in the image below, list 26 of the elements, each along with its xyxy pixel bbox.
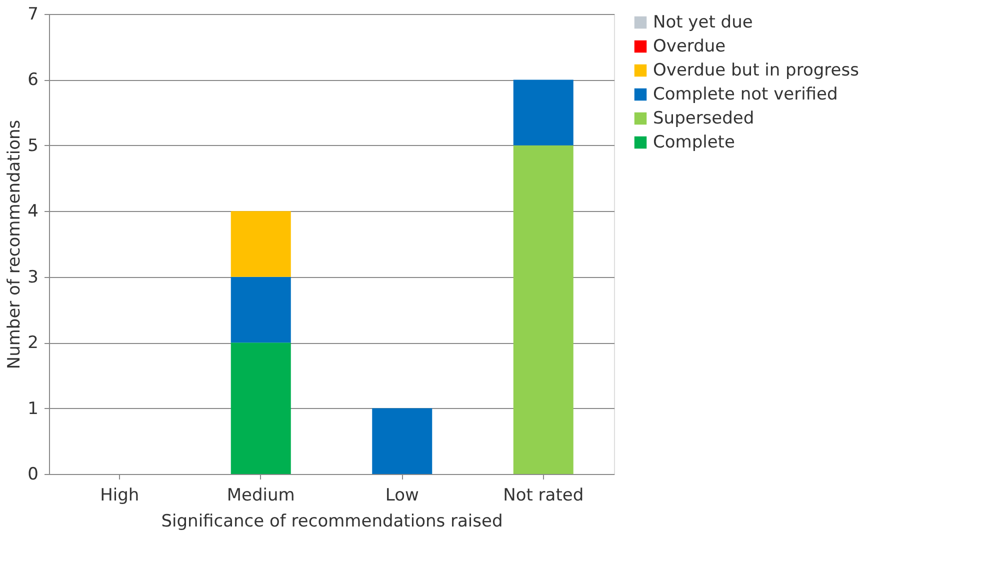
y-tick-label: 7 [28,4,38,24]
x-tick-label: Medium [226,486,295,506]
bar [230,276,291,343]
y-tick-label: 0 [28,464,38,484]
y-axis-title: Number of recommendations [4,120,25,370]
x-tick-label: Not rated [503,486,584,506]
bar [372,408,432,474]
y-tick-label: 3 [28,267,38,288]
x-tick-label: High [100,486,140,506]
legend-label: Complete [653,132,735,152]
y-tick-label: 1 [28,398,38,419]
x-tick-label: Low [385,486,419,506]
x-axis-title: Significance of recommendations raised [161,512,503,532]
bar [513,80,574,146]
bar [230,211,291,277]
bar [230,342,291,474]
legend-label: Complete not verified [653,84,838,104]
legend-label: Overdue but in progress [653,60,860,80]
y-tick-label: 2 [28,333,38,354]
y-tick-label: 6 [28,70,38,90]
legend-label: Superseded [653,108,754,128]
bar [513,145,574,474]
y-tick-label: 4 [28,202,38,222]
legend-label: Not yet due [653,12,753,32]
legend-label: Overdue [653,36,726,56]
y-tick-label: 5 [28,136,38,156]
